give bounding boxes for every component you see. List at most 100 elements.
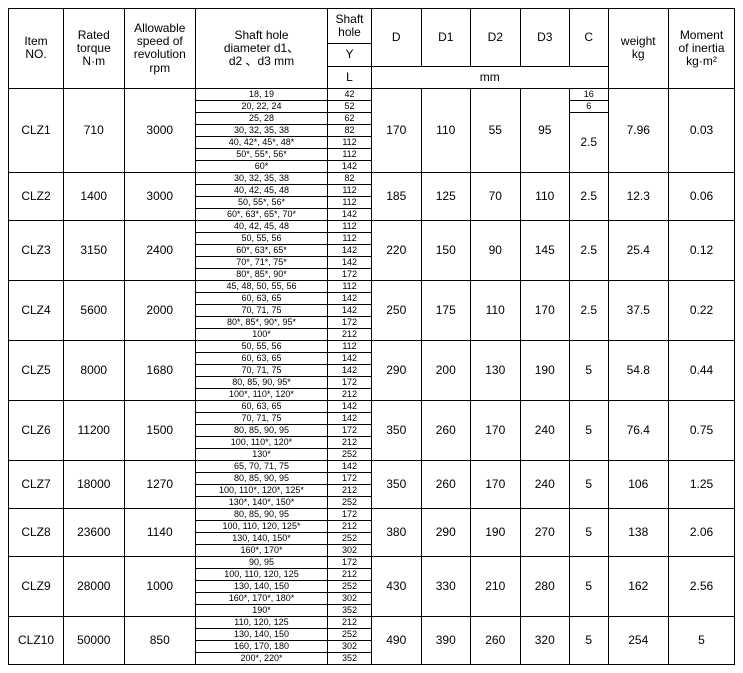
D3-cell: 145 <box>520 220 570 280</box>
moment-cell: 0.22 <box>669 280 735 340</box>
d-cell: 40, 42*, 45*, 48* <box>196 136 328 148</box>
D1-cell: 110 <box>421 88 471 172</box>
C-cell: 5 <box>570 460 609 508</box>
l-cell: 52 <box>328 100 372 112</box>
D3-cell: 240 <box>520 460 570 508</box>
d-cell: 100* <box>196 328 328 340</box>
d-cell: 60* <box>196 160 328 172</box>
D-cell: 380 <box>372 508 422 556</box>
torque-cell: 18000 <box>64 460 125 508</box>
D-cell: 290 <box>372 340 422 400</box>
torque-cell: 8000 <box>64 340 125 400</box>
h-shaft-hole: Shafthole <box>328 9 372 44</box>
D3-cell: 320 <box>520 616 570 664</box>
speed-cell: 1680 <box>124 340 196 400</box>
l-cell: 172 <box>328 508 372 520</box>
h-torque: RatedtorqueN·m <box>64 9 125 89</box>
item-cell: CLZ10 <box>9 616 64 664</box>
D1-cell: 390 <box>421 616 471 664</box>
l-cell: 112 <box>328 220 372 232</box>
l-cell: 142 <box>328 460 372 472</box>
D2-cell: 170 <box>471 400 521 460</box>
D2-cell: 210 <box>471 556 521 616</box>
item-cell: CLZ9 <box>9 556 64 616</box>
l-cell: 212 <box>328 568 372 580</box>
d-cell: 130*, 140*, 150* <box>196 496 328 508</box>
h-D2: D2 <box>471 9 521 67</box>
d-cell: 40, 42, 45, 48 <box>196 220 328 232</box>
l-cell: 142 <box>328 292 372 304</box>
d-cell: 60, 63, 65 <box>196 292 328 304</box>
d-cell: 70*, 71*, 75* <box>196 256 328 268</box>
l-cell: 172 <box>328 556 372 568</box>
C-cell: 16 <box>570 88 609 100</box>
moment-cell: 1.25 <box>669 460 735 508</box>
l-cell: 142 <box>328 400 372 412</box>
l-cell: 212 <box>328 616 372 628</box>
d-cell: 100, 110*, 120*, 125* <box>196 484 328 496</box>
C-cell: 5 <box>570 508 609 556</box>
D2-cell: 90 <box>471 220 521 280</box>
C-cell: 6 <box>570 100 609 112</box>
torque-cell: 3150 <box>64 220 125 280</box>
l-cell: 302 <box>328 544 372 556</box>
D1-cell: 290 <box>421 508 471 556</box>
D3-cell: 240 <box>520 400 570 460</box>
l-cell: 252 <box>328 580 372 592</box>
d-cell: 160*, 170* <box>196 544 328 556</box>
l-cell: 112 <box>328 232 372 244</box>
D-cell: 350 <box>372 460 422 508</box>
l-cell: 252 <box>328 496 372 508</box>
D3-cell: 190 <box>520 340 570 400</box>
l-cell: 62 <box>328 112 372 124</box>
l-cell: 252 <box>328 532 372 544</box>
moment-cell: 0.44 <box>669 340 735 400</box>
l-cell: 142 <box>328 412 372 424</box>
h-speed: Allowablespeed ofrevolutionrpm <box>124 9 196 89</box>
weight-cell: 254 <box>608 616 669 664</box>
l-cell: 142 <box>328 208 372 220</box>
D1-cell: 260 <box>421 460 471 508</box>
C-cell: 5 <box>570 400 609 460</box>
spec-table: ItemNO. RatedtorqueN·m Allowablespeed of… <box>8 8 735 665</box>
D2-cell: 260 <box>471 616 521 664</box>
D1-cell: 260 <box>421 400 471 460</box>
table-row: CLZ33150240040, 42, 45, 4811222015090145… <box>9 220 735 232</box>
weight-cell: 37.5 <box>608 280 669 340</box>
D1-cell: 200 <box>421 340 471 400</box>
h-D1: D1 <box>421 9 471 67</box>
moment-cell: 2.56 <box>669 556 735 616</box>
d-cell: 80, 85, 90, 95 <box>196 508 328 520</box>
d-cell: 130* <box>196 448 328 460</box>
h-D: D <box>372 9 422 67</box>
d-cell: 25, 28 <box>196 112 328 124</box>
l-cell: 172 <box>328 472 372 484</box>
l-cell: 42 <box>328 88 372 100</box>
D1-cell: 175 <box>421 280 471 340</box>
d-cell: 80, 85, 90, 95 <box>196 424 328 436</box>
d-cell: 130, 140, 150* <box>196 532 328 544</box>
d-cell: 30, 32, 35, 38 <box>196 172 328 184</box>
C-cell: 2.5 <box>570 172 609 220</box>
d-cell: 50, 55, 56 <box>196 232 328 244</box>
D1-cell: 330 <box>421 556 471 616</box>
h-moment: Momentof inertiakg·m² <box>669 9 735 89</box>
D2-cell: 130 <box>471 340 521 400</box>
D-cell: 170 <box>372 88 422 172</box>
weight-cell: 12.3 <box>608 172 669 220</box>
table-row: CLZ21400300030, 32, 35, 3882185125701102… <box>9 172 735 184</box>
h-weight: weightkg <box>608 9 669 89</box>
item-cell: CLZ5 <box>9 340 64 400</box>
item-cell: CLZ7 <box>9 460 64 508</box>
l-cell: 142 <box>328 160 372 172</box>
C-cell: 5 <box>570 556 609 616</box>
table-row: CLZ58000168050, 55, 56112290200130190554… <box>9 340 735 352</box>
torque-cell: 710 <box>64 88 125 172</box>
d-cell: 60*, 63*, 65* <box>196 244 328 256</box>
h-shaft-diam: Shaft holediameter d1、d2 、d3 mm <box>196 9 328 89</box>
d-cell: 80, 85, 90, 95 <box>196 472 328 484</box>
d-cell: 100, 110, 120, 125 <box>196 568 328 580</box>
D2-cell: 110 <box>471 280 521 340</box>
weight-cell: 25.4 <box>608 220 669 280</box>
D2-cell: 190 <box>471 508 521 556</box>
